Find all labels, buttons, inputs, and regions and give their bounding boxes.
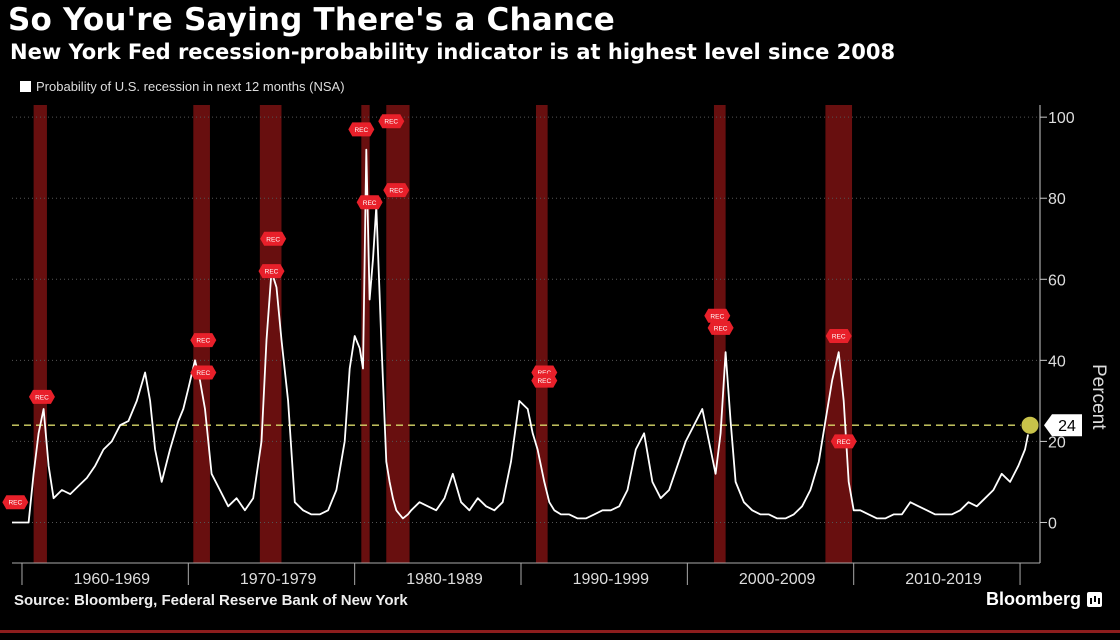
rec-marker: REC <box>190 365 217 380</box>
rec-marker-shape <box>383 183 410 198</box>
y-tick-label: 100 <box>1048 110 1075 127</box>
rec-marker: REC <box>190 333 217 348</box>
rec-marker: REC <box>2 495 29 510</box>
recession-band <box>259 105 282 563</box>
rec-marker-shape <box>260 231 287 246</box>
x-tick-label: 2000-2009 <box>739 571 816 588</box>
rec-marker: REC <box>28 389 55 404</box>
bloomberg-chart-icon <box>1087 592 1102 607</box>
legend-swatch <box>20 81 31 92</box>
rec-marker-shape <box>830 434 857 449</box>
rec-marker-shape <box>704 308 731 323</box>
rec-marker: REC <box>707 320 734 335</box>
x-tick-label: 2010-2019 <box>905 571 982 588</box>
rec-marker-label: REC <box>384 119 398 126</box>
rec-marker: REC <box>704 308 731 323</box>
rec-marker-label: REC <box>537 378 551 385</box>
rec-marker-label: REC <box>832 334 846 341</box>
recession-band <box>361 105 370 563</box>
series-line <box>12 148 1031 524</box>
rec-marker-shape <box>28 389 55 404</box>
rec-marker: REC <box>260 231 287 246</box>
rec-marker: REC <box>531 373 558 388</box>
rec-marker: REC <box>825 329 852 344</box>
rec-marker-label: REC <box>389 188 403 195</box>
rec-marker-label: REC <box>196 338 210 345</box>
rec-marker-shape <box>378 114 405 129</box>
y-tick-label: 20 <box>1048 434 1066 451</box>
bottom-divider <box>0 630 1120 633</box>
chart-subtitle: New York Fed recession-probability indic… <box>10 40 896 64</box>
x-tick-label: 1980-1989 <box>406 571 483 588</box>
rec-marker-label: REC <box>363 200 377 207</box>
rec-marker-label: REC <box>265 269 279 276</box>
y-tick-label: 80 <box>1048 191 1066 208</box>
rec-marker-label: REC <box>537 370 551 377</box>
rec-marker-shape <box>190 365 217 380</box>
rec-marker-label: REC <box>714 325 728 332</box>
rec-marker-shape <box>825 329 852 344</box>
y-tick-label: 40 <box>1048 353 1066 370</box>
rec-marker-label: REC <box>8 500 22 507</box>
brand-logo: Bloomberg <box>986 589 1102 610</box>
chart-title: So You're Saying There's a Chance <box>8 2 615 38</box>
rec-marker-label: REC <box>35 394 49 401</box>
recession-band <box>535 105 548 563</box>
current-value-label: 24 <box>1058 418 1076 435</box>
rec-marker: REC <box>356 195 383 210</box>
rec-marker: REC <box>383 183 410 198</box>
legend-label: Probability of U.S. recession in next 12… <box>36 79 345 94</box>
recession-band <box>33 105 47 563</box>
rec-marker: REC <box>258 264 285 279</box>
rec-marker-label: REC <box>196 370 210 377</box>
x-tick-label: 1990-1999 <box>573 571 650 588</box>
x-tick-label: 1970-1979 <box>240 571 317 588</box>
rec-marker-shape <box>356 195 383 210</box>
rec-marker: REC <box>830 434 857 449</box>
rec-marker-shape <box>348 122 375 137</box>
rec-marker-shape <box>2 495 29 510</box>
brand-name: Bloomberg <box>985 589 1081 609</box>
current-value-dot <box>1020 415 1040 435</box>
y-axis-label: Percent <box>1088 364 1109 430</box>
x-tick-label: 1960-1969 <box>74 571 151 588</box>
rec-marker-label: REC <box>354 127 368 134</box>
rec-marker-label: REC <box>837 439 851 446</box>
rec-marker: REC <box>348 122 375 137</box>
rec-marker-shape <box>190 333 217 348</box>
rec-marker-label: REC <box>266 236 280 243</box>
rec-marker-label: REC <box>710 313 724 320</box>
current-value-box <box>1044 414 1082 437</box>
legend: Probability of U.S. recession in next 12… <box>20 79 345 94</box>
rec-marker-shape <box>531 373 558 388</box>
recession-band <box>386 105 410 563</box>
rec-marker: REC <box>378 114 405 129</box>
current-value-callout: 24 <box>1044 414 1082 437</box>
rec-marker-shape <box>707 320 734 335</box>
rec-marker-shape <box>258 264 285 279</box>
y-tick-label: 0 <box>1048 515 1057 532</box>
source-note: Source: Bloomberg, Federal Reserve Bank … <box>14 592 408 609</box>
y-tick-label: 60 <box>1048 272 1066 289</box>
